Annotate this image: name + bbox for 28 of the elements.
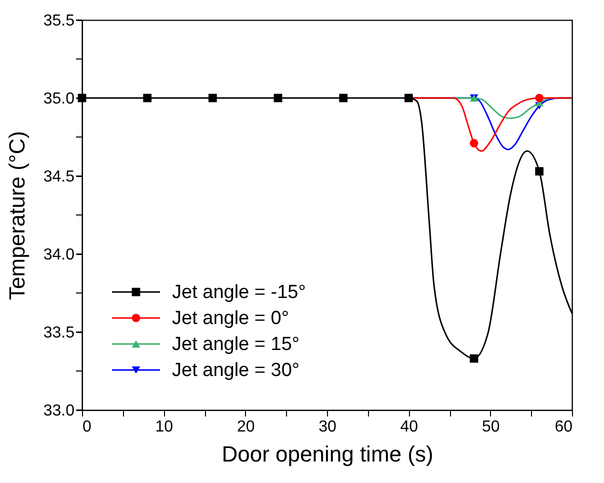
point (535, 167, 544, 176)
x-tick-label: 40 (400, 418, 418, 436)
x-tick-label: 10 (155, 418, 174, 436)
point (535, 94, 544, 102)
legend-label: Jet angle = 15° (172, 334, 300, 355)
point (404, 94, 413, 102)
legend-label: Jet angle = -15° (172, 282, 306, 303)
point (470, 354, 478, 363)
y-axis-title: Temperature (°C) (4, 131, 30, 300)
y-tick-label: 34.0 (43, 246, 75, 264)
x-tick-label: 50 (482, 418, 500, 436)
point (339, 94, 348, 102)
y-tick-label: 35.5 (43, 12, 75, 30)
point (208, 94, 217, 102)
legend-label: Jet angle = 0° (172, 308, 289, 329)
point (274, 94, 282, 102)
y-tick-label: 33.0 (43, 402, 75, 420)
x-tick-label: 30 (318, 418, 336, 436)
x-tick-label: 60 (554, 418, 573, 436)
point (143, 94, 152, 102)
legend-label: Jet angle = 30° (172, 360, 300, 381)
y-tick-label: 33.5 (43, 324, 75, 342)
x-tick-label: 20 (236, 418, 255, 436)
y-tick-label: 35.0 (43, 90, 75, 108)
x-axis-title: Door opening time (s) (222, 442, 434, 466)
y-tick-label: 34.5 (43, 168, 75, 186)
x-tick-label: 0 (82, 418, 92, 436)
point (470, 139, 478, 148)
